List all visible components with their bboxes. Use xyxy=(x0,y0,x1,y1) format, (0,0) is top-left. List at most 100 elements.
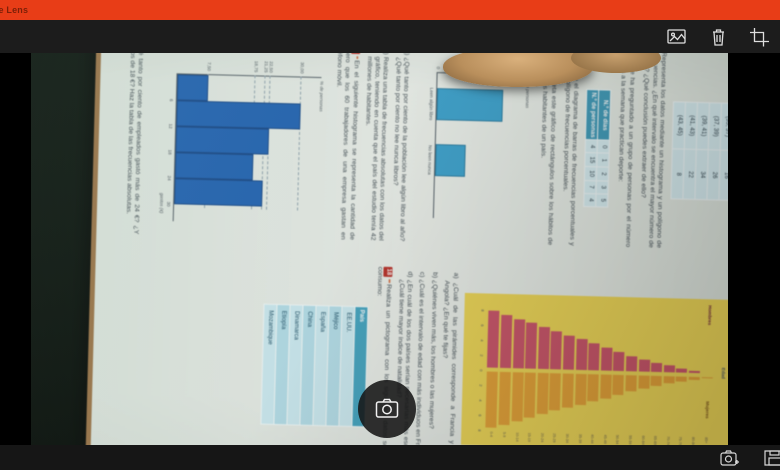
pyramid-bar-women xyxy=(574,372,587,405)
pyramid-bar-men xyxy=(613,351,625,373)
age-group-label: 60-64 xyxy=(640,435,645,445)
pyramid-bar-men xyxy=(487,310,500,369)
age-group-label: 40-44 xyxy=(590,434,595,444)
age-group-label: 45-49 xyxy=(602,434,608,444)
pyramid-bar-women xyxy=(523,371,537,418)
exercise-15-intro: 15••En el siguiente histograma se repres… xyxy=(330,53,361,240)
table-row: (37, 39) 26 xyxy=(706,102,722,201)
y-tick-label: 30,00 xyxy=(299,62,306,74)
y-axis-label: % de personas xyxy=(318,81,325,112)
pyramid-bar-men xyxy=(499,314,513,370)
exercise-14-question-a: a) ¿Qué tanto por ciento de la población… xyxy=(391,53,411,242)
pyramid-bar-women xyxy=(536,371,549,415)
scale-tick-label: 8 xyxy=(480,309,485,312)
scale-tick-label: 0 xyxy=(478,369,483,372)
age-group-label: 75-79 xyxy=(678,436,683,445)
pyramid-bar-men xyxy=(638,359,650,373)
table-cell: (35, 37) xyxy=(720,102,728,151)
new-capture-camera-icon[interactable] xyxy=(720,449,740,467)
x-tick-label: 18 xyxy=(167,149,173,155)
exercise-15-question: ¿Qué tanto por ciento de empleados gastó… xyxy=(124,53,145,235)
y-tick-label: 7,50 xyxy=(206,62,213,72)
exercise-15-badge: 15 xyxy=(351,53,361,55)
table-cell: 8 xyxy=(670,148,685,200)
app-title: Office Lens xyxy=(0,5,29,15)
pyramid-bar-women xyxy=(650,374,663,386)
camera-viewfinder[interactable]: 12•Observa la siguiente tabla: N.º de ca… xyxy=(31,53,728,445)
age-group-label: 80-84 xyxy=(690,436,696,445)
page-column-right: 16••Las siguientes pirámides de població… xyxy=(252,263,728,445)
camera-icon xyxy=(375,397,399,422)
table-cell: 2 xyxy=(596,166,610,181)
table-cell: 7 xyxy=(584,180,597,194)
save-icon[interactable] xyxy=(763,449,780,467)
y-tick-label: 0 xyxy=(435,66,441,70)
capture-shutter-button[interactable] xyxy=(358,380,416,438)
pyramid-bar-women xyxy=(561,372,574,409)
pyramid-bar-women xyxy=(587,373,600,402)
table-cell: 1 xyxy=(597,153,610,168)
table-cell: 22 xyxy=(682,149,697,200)
phone-spending-histogram: % de personas gastos (€) 7,50 18,75 21,25 22,… xyxy=(146,53,329,233)
crop-icon[interactable] xyxy=(749,27,770,47)
sport-days-table: N.º de días 0 1 2 3 5 N.º de personas 4 15 10 7 4 xyxy=(584,89,612,207)
men-label: Hombres xyxy=(706,305,713,326)
table-cell: (41, 43) xyxy=(684,101,698,150)
delete-trash-icon[interactable] xyxy=(708,27,729,47)
scale-tick-label: 8 xyxy=(477,429,482,432)
exercise-16-question-c: c) ¿Cuál es el intervalo de edad con más… xyxy=(413,271,426,445)
countries-table: País EE.UU. Méjico España China Dinamarca Etio… xyxy=(260,303,368,427)
y-tick-label: 22,50 xyxy=(268,61,275,73)
pyramid-bar-men xyxy=(625,355,638,373)
exercise-12-question: Representa los datos mediante un histogr… xyxy=(639,53,668,249)
bottom-toolbar xyxy=(0,445,780,470)
scale-tick-label: 6 xyxy=(479,324,484,327)
table-cell: 4 xyxy=(585,139,598,154)
pyramid-bar-men xyxy=(676,368,688,374)
pyramid-bar-women xyxy=(676,375,688,382)
women-label: Mujeres xyxy=(704,401,710,419)
table-cell: 16 xyxy=(718,150,728,201)
table-cell: 5 xyxy=(596,193,609,207)
age-group-label: 55-59 xyxy=(627,435,633,445)
pyramid-bar-men xyxy=(525,322,538,370)
population-pyramid-chart: Edad 0-4 5-9 10-14 15-19 20-24 25-29 30-34 35-39… xyxy=(460,292,728,445)
scale-tick-label: 2 xyxy=(479,354,484,357)
finger-holding-book xyxy=(443,53,593,87)
table-cell: 26 xyxy=(706,149,721,201)
reading-bar xyxy=(436,88,504,122)
page-column-left: 12•Observa la siguiente tabla: N.º de ca… xyxy=(117,53,728,251)
gridline xyxy=(297,76,302,211)
age-group-label: 20-24 xyxy=(539,432,545,443)
scale-tick-label: 6 xyxy=(477,414,482,417)
scale-tick-label: 4 xyxy=(479,339,484,342)
pyramid-bar-women xyxy=(498,370,511,425)
age-group-label: 30-34 xyxy=(564,433,570,443)
gallery-image-icon[interactable] xyxy=(666,27,687,47)
pyramid-bar-men xyxy=(688,370,700,375)
age-group-label: 70-74 xyxy=(665,436,671,445)
pyramid-bar-women xyxy=(638,374,650,389)
pyramid-bar-men xyxy=(663,365,675,374)
age-group-label: 5-9 xyxy=(502,431,507,438)
row-header: N.º de días xyxy=(597,90,612,141)
pyramid-bar-men xyxy=(588,343,600,372)
category-label: No leen nunca xyxy=(427,145,433,175)
exercise-14-question-b: b) Realiza una tabla de frecuencias abso… xyxy=(363,53,390,241)
pyramid-bar-men xyxy=(512,318,525,370)
pyramid-bar-women xyxy=(549,372,562,411)
shoe-size-table: N.º de calzadoN.º de alumnos(35, 37)16(3… xyxy=(670,101,728,202)
pyramid-bar-women xyxy=(701,376,713,379)
table-cell: (37, 39) xyxy=(708,102,722,151)
age-group-label: 0-4 xyxy=(489,431,494,437)
age-group-label: 10-14 xyxy=(514,432,519,442)
age-group-label: 65-69 xyxy=(653,435,658,445)
histogram-bar xyxy=(177,74,209,102)
age-group-label: 85+ xyxy=(703,437,708,444)
age-axis-label: Edad xyxy=(720,367,726,379)
title-bar: Office Lens xyxy=(0,0,780,20)
pyramid-bar-women xyxy=(625,374,637,392)
pyramid-bar-men xyxy=(651,362,663,374)
table-cell: (39, 41) xyxy=(696,102,710,150)
reading-bar xyxy=(435,144,466,177)
